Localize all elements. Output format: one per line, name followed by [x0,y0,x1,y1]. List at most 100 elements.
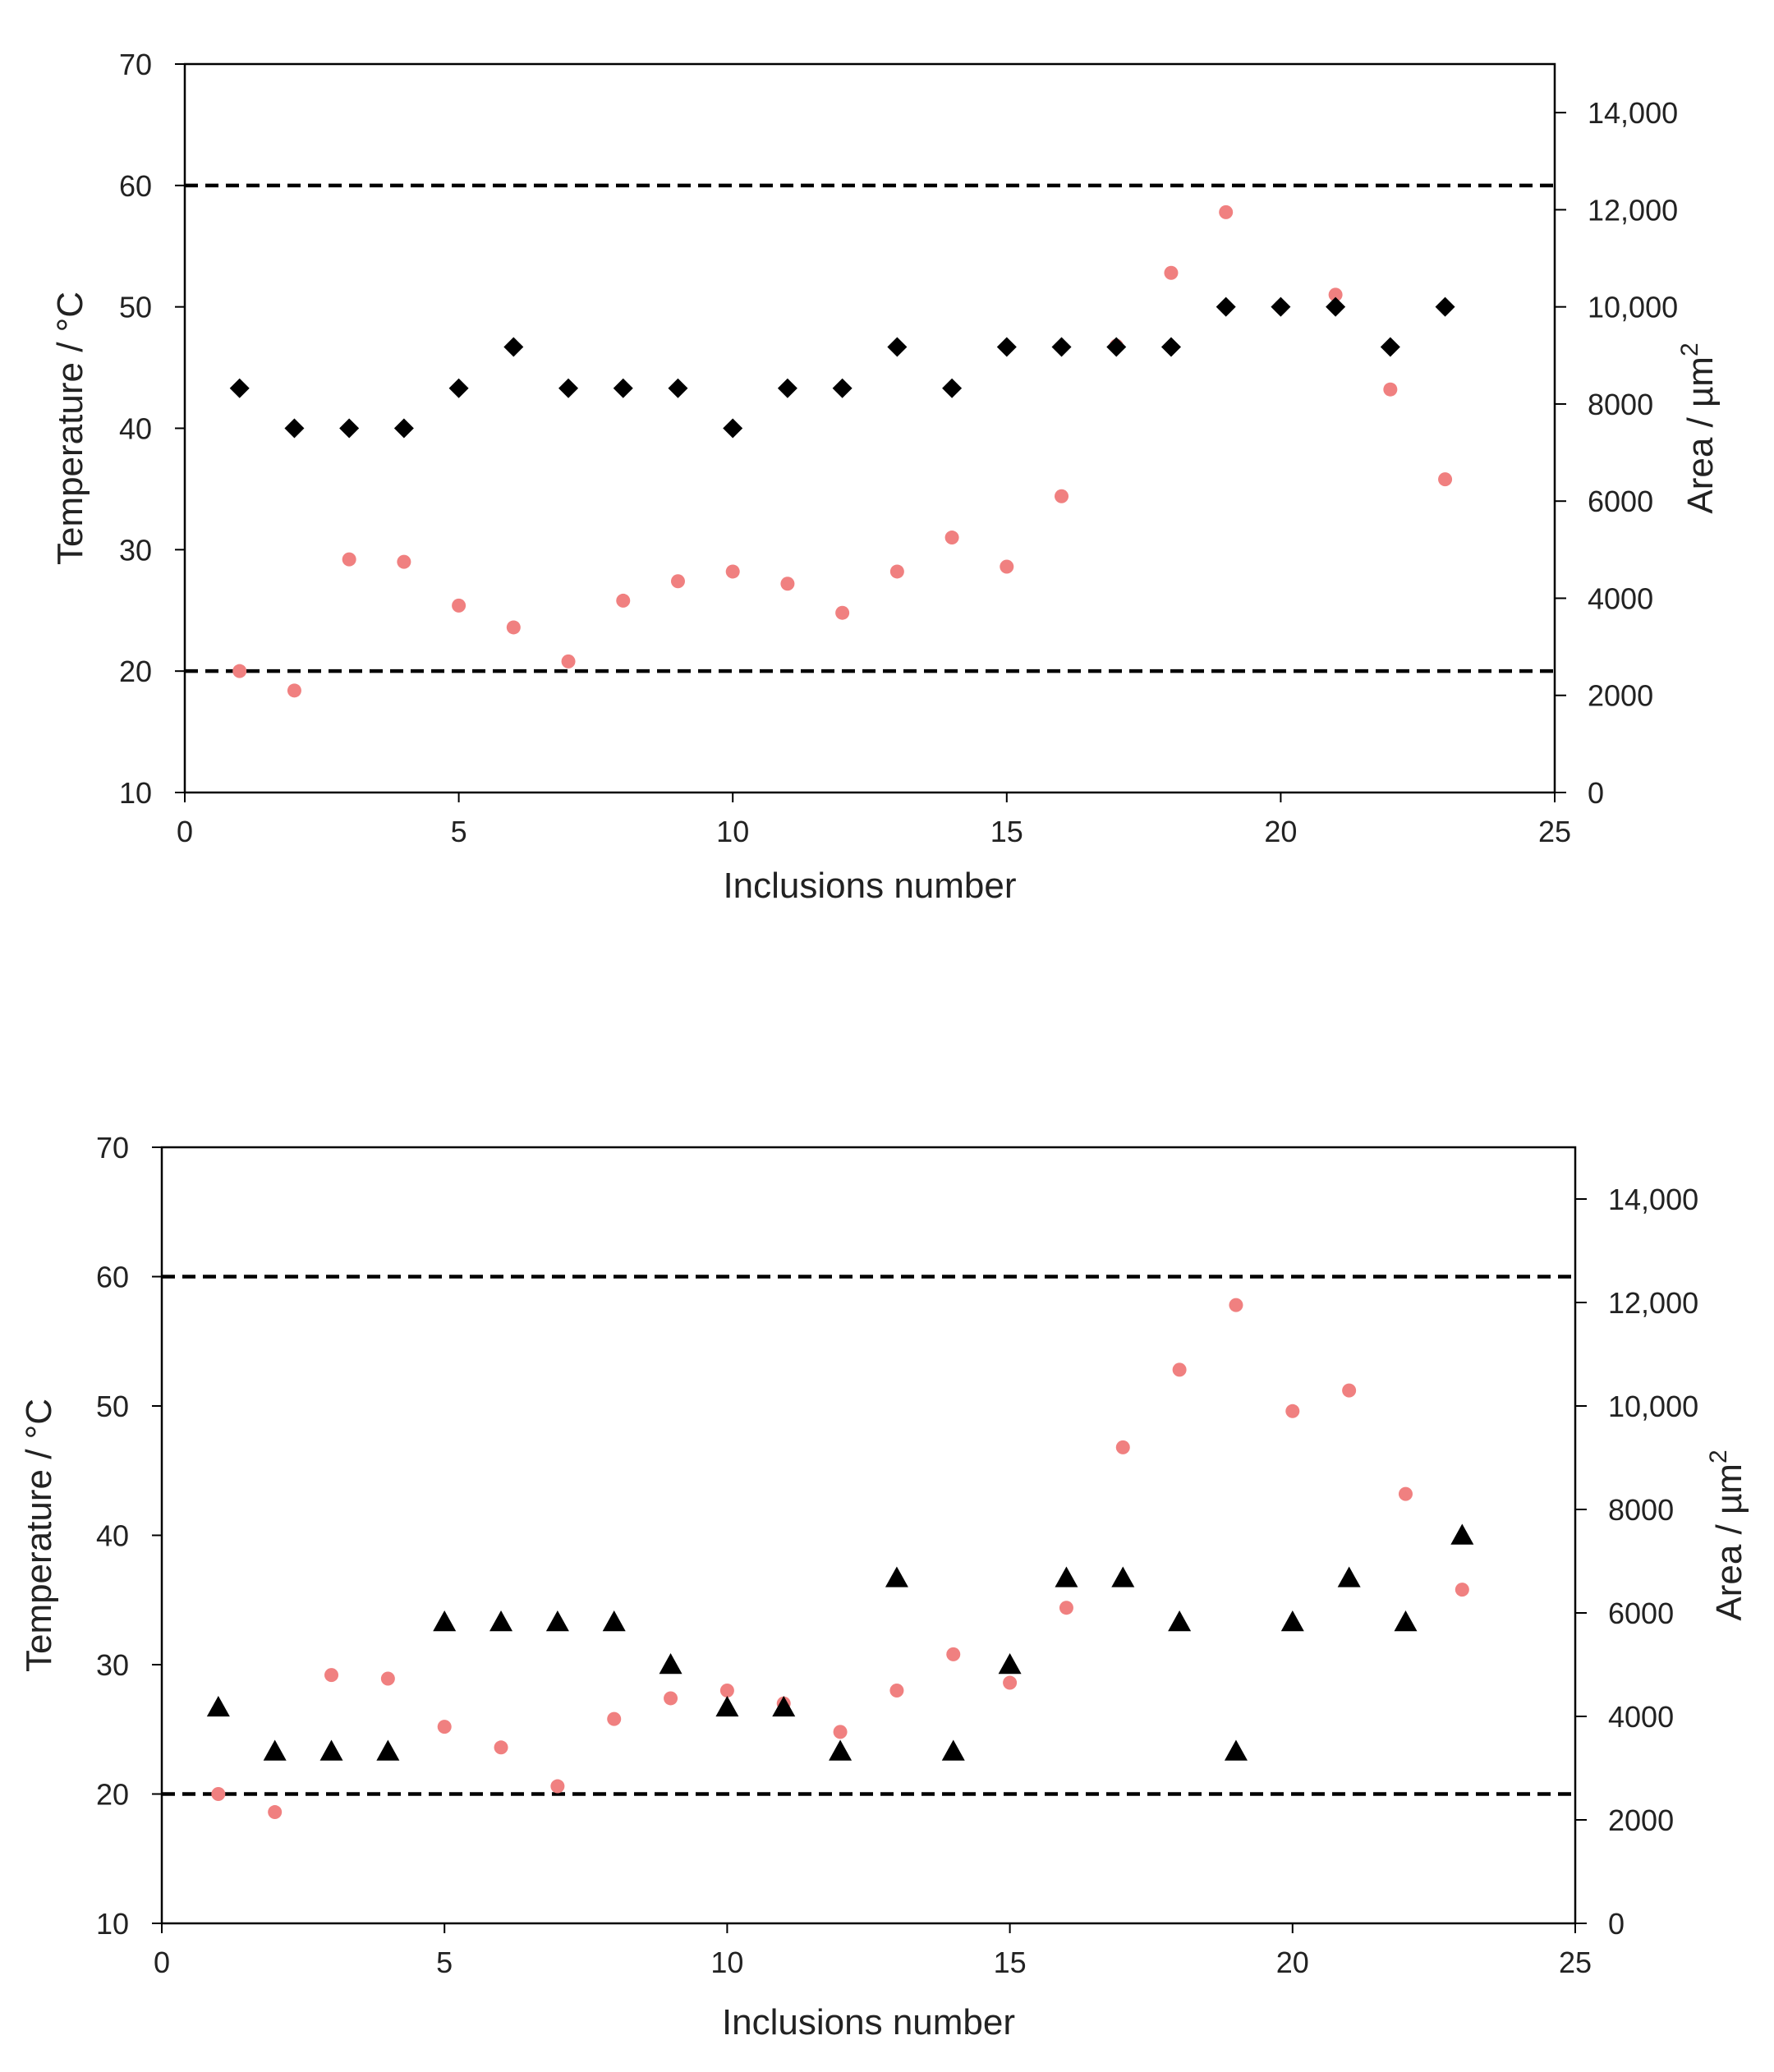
area-point [1328,287,1343,302]
y2-tick-label: 6000 [1608,1596,1674,1630]
y-tick-label: 70 [96,1131,129,1165]
x-tick-label: 15 [990,815,1023,848]
area-point [946,1647,961,1661]
area-point [561,654,576,668]
y2-tick-label: 10,000 [1608,1390,1698,1423]
area-point [506,620,521,635]
y-tick-label: 20 [96,1778,129,1812]
temperature-point [772,1695,796,1717]
x-axis-title: Inclusions number [722,2002,1015,2042]
temperature-point [433,1610,457,1632]
area-point [437,1720,452,1734]
series-area [232,204,1453,698]
temperature-point [1326,296,1346,317]
temperature-point [715,1695,739,1717]
temperature-point [723,418,743,439]
temperature-point [942,378,963,398]
x-tick-label: 10 [716,815,749,848]
area-point [1000,559,1014,574]
y-tick-label: 40 [96,1519,129,1553]
area-point [616,593,631,608]
y2-axis-title: Area / µm2 [1676,342,1721,513]
area-point [268,1805,283,1820]
area-point [452,598,466,613]
area-point [287,683,301,698]
y-axis-title: Temperature / °C [50,292,90,565]
y2-tick-label: 0 [1608,1907,1625,1941]
area-point [664,1691,678,1706]
area-point [1285,1404,1300,1418]
temperature-point [489,1610,513,1632]
temperature-point [941,1739,965,1761]
temperature-point [1271,296,1291,317]
y-tick-label: 10 [96,1907,129,1941]
temperature-point [887,337,908,357]
area-point [397,554,411,569]
x-tick-label: 5 [436,1946,453,1979]
temperature-point [263,1739,287,1761]
y-axis-title: Temperature / °C [19,1399,59,1672]
temperature-point [545,1610,569,1632]
x-tick-label: 5 [451,815,467,848]
y-tick-label: 30 [119,533,152,567]
y2-axis-title: Area / µm2 [1705,1449,1749,1620]
x-tick-label: 25 [1559,1946,1592,1979]
temperature-point [376,1739,400,1761]
y-tick-label: 70 [119,48,152,81]
y2-tick-label: 2000 [1588,679,1653,713]
area-point [380,1671,395,1686]
temperature-point [1106,337,1127,357]
y-tick-label: 40 [119,412,152,446]
y2-tick-label: 14,000 [1588,96,1678,130]
y-tick-label: 60 [119,169,152,203]
area-point [1059,1601,1073,1615]
chart-panel-1: 0 5 10 15 20 25 10 20 30 40 50 60 70 0 2000 4000 6000 800… [50,48,1721,906]
temperature-point [1450,1523,1474,1545]
area-point [889,564,904,579]
y2-tick-label: 4000 [1608,1700,1674,1734]
temperature-point [284,418,305,439]
y2-tick-label: 12,000 [1608,1286,1698,1320]
y2-tick-label: 2000 [1608,1803,1674,1837]
series-temperature [206,1523,1474,1761]
y-tick-label: 50 [96,1390,129,1423]
temperature-point [885,1566,908,1587]
area-point [1455,1583,1469,1597]
y2-tick-label: 4000 [1588,581,1653,615]
area-point [324,1668,339,1683]
y2-tick-label: 8000 [1588,388,1653,421]
plot-frame [160,1146,1577,1925]
area-point [607,1711,622,1726]
temperature-point [1380,337,1400,357]
temperature-point [1111,1566,1135,1587]
y-tick-label: 10 [119,776,152,810]
y-tick-label: 50 [119,291,152,324]
area-point [944,531,959,545]
temperature-point [996,337,1017,357]
y-tick-label: 30 [96,1648,129,1682]
temperature-point [602,1610,626,1632]
temperature-point [613,378,633,398]
area-point [550,1779,565,1794]
y-tick-label: 60 [96,1261,129,1294]
temperature-point [1160,337,1181,357]
area-point [725,564,740,579]
area-point [211,1787,226,1801]
area-point [670,574,685,589]
temperature-point [339,418,360,439]
temperature-point [319,1739,343,1761]
temperature-point [503,337,524,357]
y-tick-label: 20 [119,655,152,688]
y2-tick-label: 0 [1588,776,1604,810]
temperature-point [659,1653,682,1675]
temperature-point [1055,1566,1078,1587]
plot-frame [183,62,1556,794]
x-tick-label: 0 [154,1946,170,1979]
area-point [1115,1440,1130,1454]
temperature-point [1435,296,1455,317]
area-point [719,1684,734,1698]
y2-tick-label: 12,000 [1588,193,1678,227]
temperature-point [1224,1739,1248,1761]
